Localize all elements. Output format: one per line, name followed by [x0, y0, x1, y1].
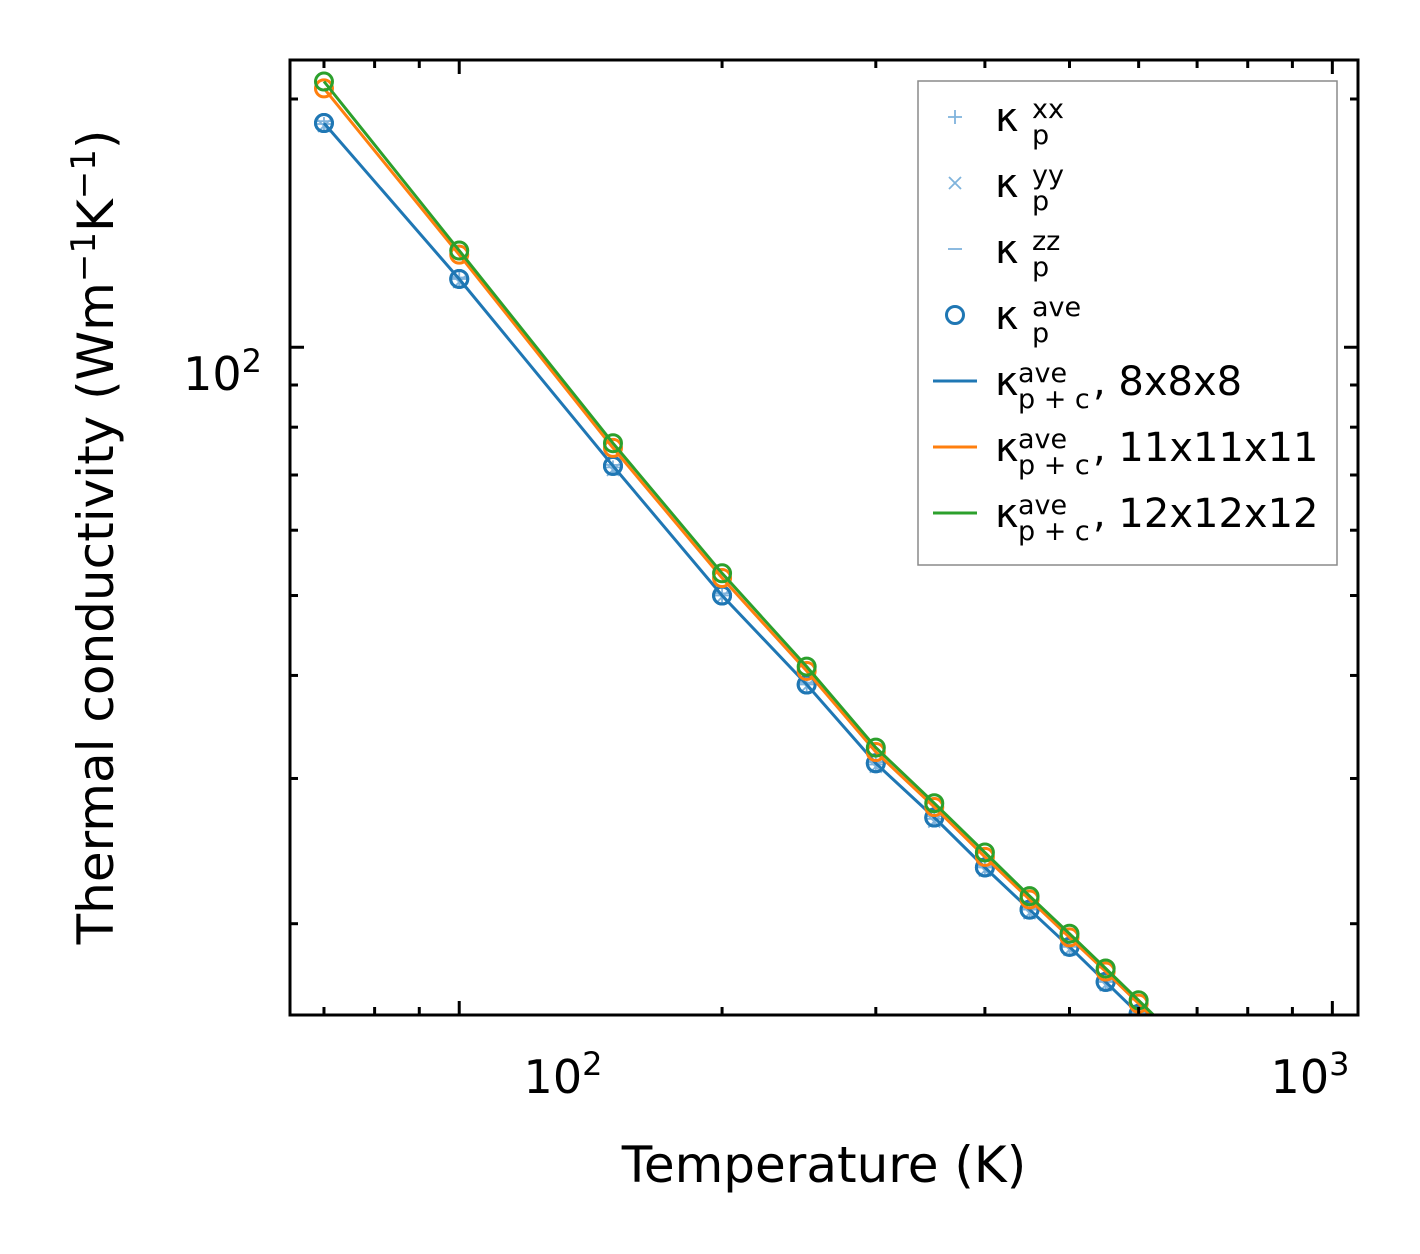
data-point-circle	[313, 113, 334, 134]
data-point-plus	[1216, 1086, 1230, 1100]
data-point-circle	[1324, 1173, 1341, 1190]
data-point-circle	[974, 842, 995, 863]
legend-label-kp-yy: κ yy p	[995, 160, 1064, 217]
legend-entry-kp-yy: κ yy p	[948, 160, 1064, 217]
data-point-circle	[1324, 1176, 1341, 1193]
data-point-circle	[1215, 1085, 1232, 1102]
legend-entry-kp-zz: κ zz p	[948, 226, 1060, 283]
data-point-circle	[1160, 1022, 1177, 1039]
legend-handle-circle-marker	[945, 305, 965, 325]
data-point-circle	[1324, 1184, 1341, 1201]
data-point-circle	[1239, 1107, 1256, 1124]
data-point-circle	[974, 857, 995, 878]
legend-entry-kp-xx: κ xx p	[948, 94, 1064, 151]
data-point-circle	[1324, 1184, 1341, 1201]
data-point-x	[1265, 1133, 1277, 1145]
data-point-circle	[1262, 1128, 1279, 1145]
data-point-circle	[865, 737, 886, 758]
legend-entry-kpc-12: κave p + c, 12x12x12	[933, 490, 1318, 547]
data-point-circle	[1284, 1148, 1301, 1165]
data-point-x	[1286, 1154, 1298, 1166]
legend-label-kp-zz: κ zz p	[995, 226, 1060, 283]
data-point-circle	[1284, 1148, 1301, 1165]
legend: κ xx p κ yy p κ zz p κ ave p κave p + c, 8x8x8	[917, 80, 1338, 566]
legend-entry-kpc-11: κave p + c, 11x11x11	[933, 424, 1318, 481]
legend-entry-kpc-8: κave p + c, 8x8x8	[933, 358, 1242, 415]
legend-label-kp-ave: κ ave p	[995, 292, 1081, 349]
data-point-x	[1326, 1190, 1338, 1202]
data-point-plus	[1241, 1109, 1255, 1123]
data-point-plus	[1306, 1170, 1320, 1184]
legend-entry-kp-ave: κ ave p	[945, 292, 1081, 349]
y-tick-label-100: 102	[183, 342, 262, 401]
data-point-plus	[1162, 1038, 1176, 1052]
legend-label-kp-xx: κ xx p	[995, 94, 1064, 151]
data-point-circle	[1215, 1085, 1232, 1102]
data-point-x	[1242, 1113, 1254, 1125]
data-point-circle	[1284, 1139, 1301, 1156]
data-point-circle	[1095, 958, 1116, 979]
legend-circle-marker	[945, 305, 965, 325]
data-point-circle	[1239, 1095, 1256, 1112]
x-axis-label: Temperature (K)	[621, 1136, 1026, 1194]
data-point-circle	[313, 71, 334, 92]
data-point-circle	[1262, 1117, 1279, 1134]
data-point-circle	[1160, 1025, 1177, 1042]
data-point-circle	[1189, 1061, 1206, 1078]
legend-handle-x-marker	[948, 176, 962, 190]
data-point-circle	[1239, 1098, 1256, 1115]
data-point-circle	[1304, 1155, 1321, 1172]
data-point-circle	[602, 433, 623, 454]
data-point-x	[1163, 1042, 1175, 1054]
data-point-x	[1191, 1067, 1203, 1079]
legend-plus-marker	[948, 110, 962, 124]
axes-frame	[288, 58, 1360, 1017]
series-line	[322, 122, 1142, 1015]
legend-label-kpc-8: κave p + c, 8x8x8	[995, 358, 1242, 415]
data-point-x	[1307, 1173, 1319, 1185]
data-point-circle	[1262, 1120, 1279, 1137]
data-point-circle	[1189, 1048, 1206, 1065]
data-point-circle	[313, 78, 334, 99]
data-point-circle	[796, 656, 817, 677]
data-point-circle	[449, 268, 470, 289]
data-layer	[313, 71, 1341, 1202]
data-point-plus	[1190, 1063, 1204, 1077]
data-point-circle	[1019, 886, 1040, 907]
x-tick-label-100: 102	[524, 1045, 603, 1104]
data-point-circle	[449, 240, 470, 261]
legend-x-marker	[948, 176, 962, 190]
data-point-circle	[1262, 1128, 1279, 1145]
data-point-circle	[1059, 923, 1080, 944]
data-point-circle	[1304, 1158, 1321, 1175]
legend-box	[917, 80, 1338, 566]
data-point-circle	[1189, 1052, 1206, 1069]
data-point-circle	[1215, 1072, 1232, 1089]
data-point-plus	[1264, 1131, 1278, 1145]
x-tick-label-1000: 103	[1271, 1045, 1350, 1104]
data-point-circle	[1160, 1035, 1177, 1052]
data-point-circle	[1239, 1107, 1256, 1124]
data-point-circle	[1284, 1136, 1301, 1153]
series-line	[322, 80, 1156, 1015]
data-point-plus	[1325, 1187, 1339, 1201]
series-line	[322, 87, 1153, 1015]
legend-handle-plus-marker	[948, 110, 962, 124]
data-point-x	[1217, 1090, 1229, 1102]
data-point-plus	[1285, 1151, 1299, 1165]
legend-label-kpc-11: κave p + c, 11x11x11	[995, 424, 1318, 481]
y-axis-label: Thermal conductivity (Wm−1K−1)	[64, 130, 125, 946]
data-point-circle	[1304, 1167, 1321, 1184]
series-6	[313, 71, 1341, 1190]
data-point-circle	[712, 563, 733, 584]
legend-label-kpc-12: κave p + c, 12x12x12	[995, 490, 1318, 547]
data-point-circle	[924, 793, 945, 814]
data-point-circle	[1160, 1035, 1177, 1052]
data-point-circle	[1215, 1076, 1232, 1093]
data-point-circle	[1189, 1061, 1206, 1078]
data-point-circle	[1304, 1167, 1321, 1184]
